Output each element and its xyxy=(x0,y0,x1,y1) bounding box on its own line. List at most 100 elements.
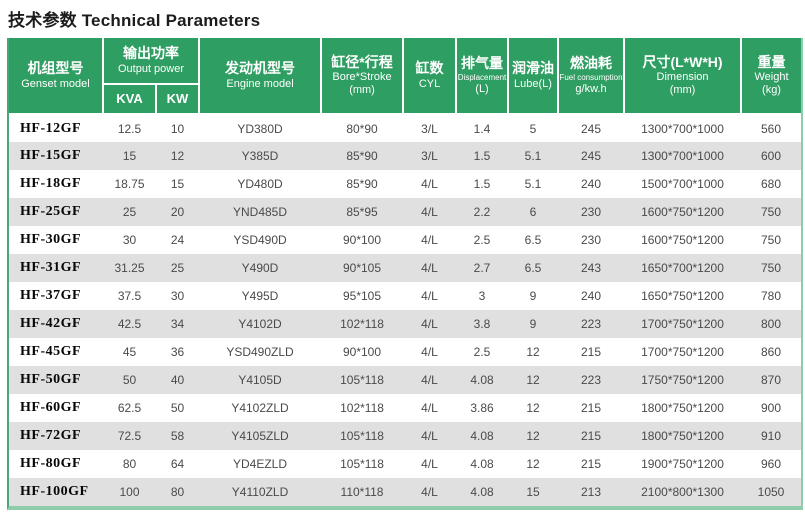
genset-model-cell: HF-80GF xyxy=(20,456,82,471)
genset-model-cell: HF-100GF xyxy=(9,478,103,506)
value-cell: 215 xyxy=(581,457,602,471)
value-cell: 1650*750*1200 xyxy=(641,289,724,303)
value-cell: 240 xyxy=(581,177,602,191)
value-cell: 215 xyxy=(558,422,625,450)
value-cell: 12 xyxy=(508,366,559,394)
header-zh: 缸径*行程 xyxy=(331,53,393,70)
value-cell: Y495D xyxy=(241,289,279,303)
col-header-genset-model: 机组型号 Genset model xyxy=(9,38,104,115)
value-cell: 4/L xyxy=(421,401,438,415)
value-cell: 1.5 xyxy=(456,142,509,170)
value-cell: 5.1 xyxy=(508,142,559,170)
value-cell: 62.5 xyxy=(117,401,142,415)
value-cell: 2.5 xyxy=(473,345,491,359)
table-row: HF-31GF 31.25 25 Y490D 90*105 4/L 2.7 6.5 243 165… xyxy=(9,254,802,282)
header-zh: 润滑油 xyxy=(512,60,555,77)
value-cell: 1900*750*1200 xyxy=(641,457,724,471)
value-cell: 245 xyxy=(558,142,625,170)
value-cell: 105*118 xyxy=(340,457,384,471)
value-cell: 105*118 xyxy=(321,422,404,450)
value-cell: 750 xyxy=(741,254,802,282)
value-cell: 9 xyxy=(529,289,537,303)
value-cell: 960 xyxy=(761,457,782,471)
col-header-kva: KVA xyxy=(103,83,157,115)
header-zh: 排气量 xyxy=(461,55,504,72)
value-cell: 100 xyxy=(103,478,156,506)
header-zh: 发动机型号 xyxy=(225,60,296,77)
value-cell: 80 xyxy=(122,457,137,471)
value-cell: 1700*750*1200 xyxy=(624,310,742,338)
value-cell: 12 xyxy=(526,345,540,359)
value-cell: 42.5 xyxy=(103,310,156,338)
genset-model-cell: HF-42GF xyxy=(9,310,103,338)
table-row: HF-18GF 18.75 15 YD480D 85*90 4/L 1.5 5.1 240 150… xyxy=(9,170,801,198)
header-en: Weight xyxy=(754,71,789,84)
col-header-fuel-consumption: 燃油耗 Fuel consumption g/kw.h xyxy=(557,38,626,115)
genset-model-cell: HF-30GF xyxy=(20,232,82,247)
genset-model-cell: HF-37GF xyxy=(20,288,82,303)
value-cell: 750 xyxy=(741,198,802,226)
value-cell: 4/L xyxy=(403,422,457,450)
value-cell: 85*90 xyxy=(321,142,404,170)
table-row: HF-37GF 37.5 30 Y495D 95*105 4/L 3 9 240 1650*750… xyxy=(9,282,801,310)
table-row: HF-42GF 42.5 34 Y4102D 102*118 4/L 3.8 9 223 1700… xyxy=(9,310,802,338)
value-cell: 245 xyxy=(581,121,602,136)
value-cell: 1800*750*1200 xyxy=(641,401,724,415)
header-zh: 缸数 xyxy=(415,60,444,77)
value-cell: 1300*700*1000 xyxy=(624,142,742,170)
technical-parameters-table: 机组型号 Genset model 输出功率 Output power 发动机型… xyxy=(9,38,802,506)
value-cell: Y490D xyxy=(199,254,322,282)
table-row: HF-50GF 50 40 Y4105D 105*118 4/L 4.08 12 223 1750… xyxy=(9,366,802,394)
header-unit: (mm) xyxy=(669,84,696,97)
genset-model-cell: HF-60GF xyxy=(20,400,82,415)
value-cell: 110*118 xyxy=(321,478,404,506)
value-cell: YSD490D xyxy=(233,233,287,247)
value-cell: 215 xyxy=(581,345,602,359)
value-cell: 12 xyxy=(508,422,559,450)
header-en: CYL xyxy=(418,77,441,90)
value-cell: 780 xyxy=(761,289,782,303)
value-cell: 1300*700*1000 xyxy=(641,121,724,136)
value-cell: 37.5 xyxy=(117,289,142,303)
value-cell: 4/L xyxy=(403,366,457,394)
genset-model-cell: HF-31GF xyxy=(9,254,103,282)
value-cell: 45 xyxy=(122,345,137,359)
value-cell: 4/L xyxy=(403,198,457,226)
value-cell: 1700*750*1200 xyxy=(641,345,724,359)
value-cell: 4.08 xyxy=(456,478,509,506)
value-cell: 213 xyxy=(558,478,625,506)
value-cell: 4.08 xyxy=(470,457,494,471)
value-cell: 64 xyxy=(170,457,185,471)
header-zh: 输出功率 xyxy=(123,45,179,62)
value-cell: 102*118 xyxy=(340,401,384,415)
value-cell: 5.1 xyxy=(524,177,542,191)
value-cell: 105*118 xyxy=(321,366,404,394)
technical-parameters-table-wrap: 机组型号 Genset model 输出功率 Output power 发动机型… xyxy=(7,38,803,510)
col-header-displacement: 排气量 Displacement (L) xyxy=(455,38,510,115)
value-cell: 4/L xyxy=(403,478,457,506)
genset-model-cell: HF-50GF xyxy=(9,366,103,394)
value-cell: 25 xyxy=(103,198,156,226)
value-cell: 18.75 xyxy=(114,177,145,191)
value-cell: 15 xyxy=(103,142,156,170)
value-cell: YD4EZLD xyxy=(233,457,288,471)
value-cell: 4/L xyxy=(421,233,438,247)
value-cell: 50 xyxy=(170,401,185,415)
value-cell: 4/L xyxy=(421,457,438,471)
header-en: Lube(L) xyxy=(514,77,552,90)
value-cell: 25 xyxy=(156,254,200,282)
table-row: HF-60GF 62.5 50 Y4102ZLD 102*118 4/L 3.86 12 215… xyxy=(9,394,801,422)
header-zh: 尺寸(L*W*H) xyxy=(642,53,723,70)
value-cell: 15 xyxy=(170,177,185,191)
value-cell: 30 xyxy=(122,233,137,247)
table-row: HF-80GF 80 64 YD4EZLD 105*118 4/L 4.08 12 215 190… xyxy=(9,450,801,478)
page-title: 技术参数 Technical Parameters xyxy=(8,11,261,30)
value-cell: 240 xyxy=(581,289,602,303)
col-header-kw: KW xyxy=(154,83,200,115)
value-cell: 6.5 xyxy=(524,233,542,247)
value-cell: 4/L xyxy=(403,254,457,282)
header-en: Fuel consumption xyxy=(559,72,623,82)
value-cell: 1750*750*1200 xyxy=(624,366,742,394)
value-cell: Y4102ZLD xyxy=(231,401,289,415)
value-cell: 1.4 xyxy=(473,121,491,136)
